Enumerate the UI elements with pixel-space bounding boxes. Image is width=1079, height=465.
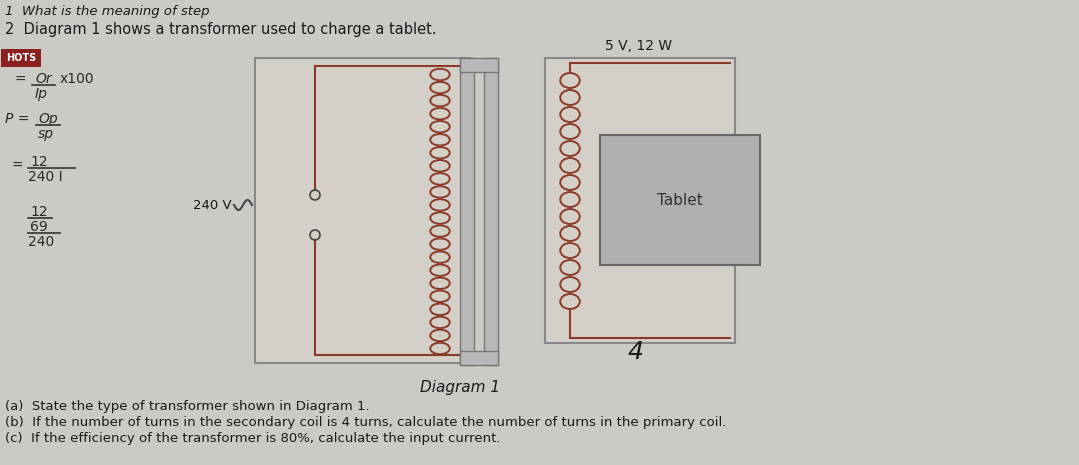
Text: 5 V, 12 W: 5 V, 12 W: [605, 39, 672, 53]
Text: (c)  If the efficiency of the transformer is 80%, calculate the input current.: (c) If the efficiency of the transformer…: [5, 432, 501, 445]
Text: 12: 12: [30, 155, 47, 169]
Text: 240: 240: [28, 235, 54, 249]
Text: Or: Or: [35, 72, 52, 86]
Text: 1  What is the meaning of step: 1 What is the meaning of step: [5, 5, 209, 18]
Bar: [600, 135, 760, 265]
Text: 69: 69: [30, 220, 47, 234]
Text: Op: Op: [38, 112, 57, 126]
Text: 240 V: 240 V: [193, 199, 232, 212]
Text: 4: 4: [627, 340, 643, 364]
Bar: [484, 58, 498, 365]
Bar: [545, 58, 735, 343]
Text: (a)  State the type of transformer shown in Diagram 1.: (a) State the type of transformer shown …: [5, 400, 370, 413]
FancyBboxPatch shape: [1, 49, 41, 67]
Text: HOTS: HOTS: [5, 53, 36, 63]
Text: x100: x100: [60, 72, 95, 86]
Text: sp: sp: [38, 127, 54, 141]
Text: =: =: [12, 158, 28, 172]
Bar: [255, 58, 470, 363]
Text: (b)  If the number of turns in the secondary coil is 4 turns, calculate the numb: (b) If the number of turns in the second…: [5, 416, 726, 429]
Text: Diagram 1: Diagram 1: [420, 380, 500, 395]
Text: 240 I: 240 I: [28, 170, 63, 184]
Text: Ip: Ip: [35, 87, 47, 101]
Bar: [460, 351, 498, 365]
Bar: [460, 58, 498, 72]
Text: Tablet: Tablet: [657, 193, 702, 207]
Text: =: =: [15, 72, 31, 86]
Bar: [460, 58, 474, 365]
Text: 12: 12: [30, 205, 47, 219]
Text: 2  Diagram 1 shows a transformer used to charge a tablet.: 2 Diagram 1 shows a transformer used to …: [5, 22, 437, 37]
Text: P =: P =: [5, 112, 33, 126]
